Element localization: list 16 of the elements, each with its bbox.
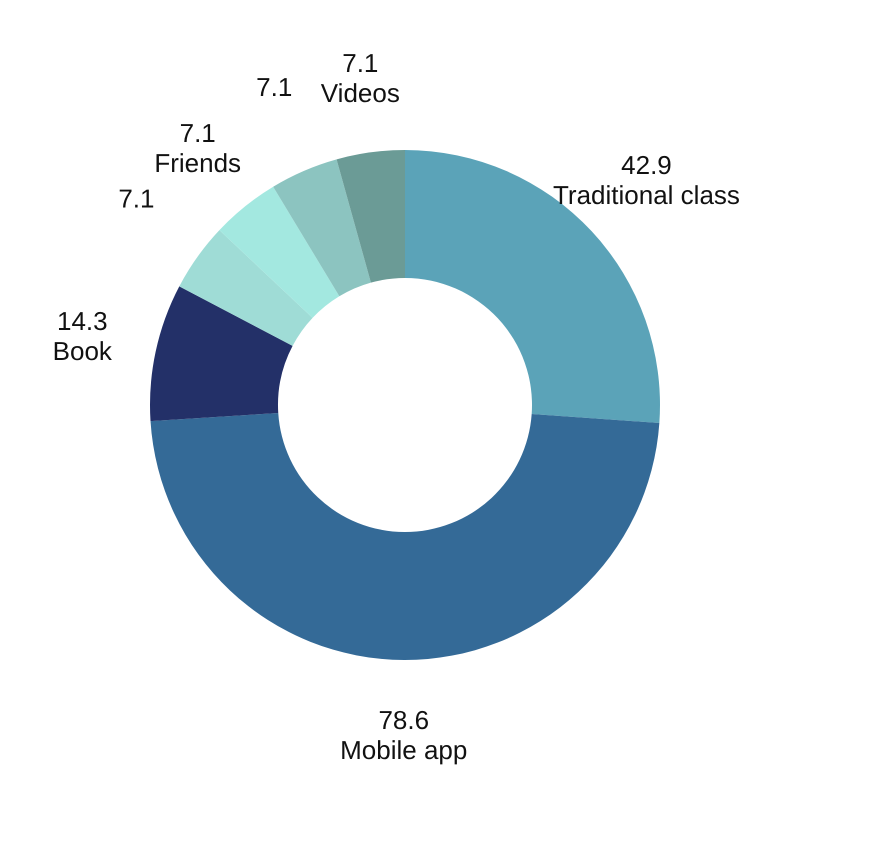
donut-slice: [273, 159, 371, 296]
data-label: 7.1: [180, 118, 216, 148]
slice-label: Book: [52, 336, 113, 366]
data-label: 14.3: [56, 306, 108, 336]
donut-slice: [150, 286, 293, 422]
slice-label: Friends: [154, 148, 242, 178]
donut-slice: [336, 150, 405, 283]
data-label: 7.1: [118, 183, 154, 214]
data-label: 78.6: [378, 705, 430, 735]
donut-slice: [150, 413, 660, 660]
slice-label: Mobile app: [340, 735, 468, 765]
data-label: 7.1: [342, 48, 378, 78]
data-label: 42.9: [621, 150, 672, 180]
slice-label: Videos: [320, 78, 400, 108]
data-label: 7.1: [256, 72, 292, 102]
slice-label: Traditional class: [553, 180, 740, 210]
